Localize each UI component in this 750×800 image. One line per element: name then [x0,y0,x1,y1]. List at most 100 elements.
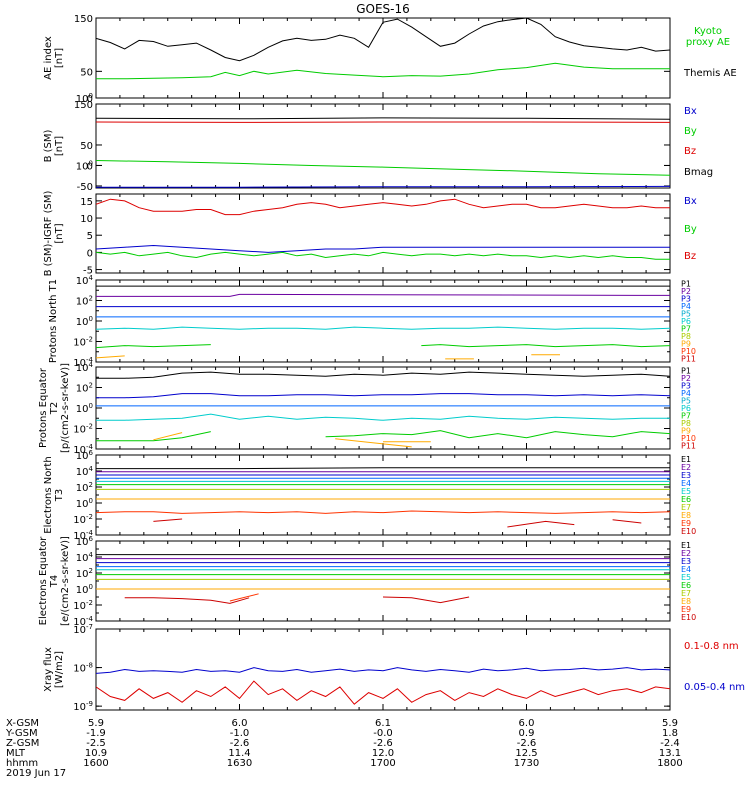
y-axis-label: Electrons EquatorT4[e/(cm2-s-sr-keV)] [38,536,71,626]
series-line-e10 [153,518,183,522]
panel-frame [95,540,671,622]
y-tick-label: 100 [76,497,93,510]
y-tick-label: 15 [80,197,93,208]
series-line-p7 [421,344,670,348]
legend-entry: Bmag [684,167,713,178]
legend-entry: P6 [681,404,691,413]
series-line-e9 [96,510,670,514]
panel-7: 10-4 10-2 100 102 104 106 Electrons EquatorT4[… [38,535,696,628]
panel-frame [95,17,671,99]
y-tick-label: 104 [76,274,94,287]
series-line-p7 [96,344,211,349]
legend-entry: 0.05-0.4 nm [684,682,745,693]
legend-entry: P1 [681,280,691,289]
y-tick-label: 10-2 [73,599,93,612]
y-tick-label: 104 [76,465,94,478]
series-line-themis-ae [96,18,670,62]
footer-row-label: Z-GSM [6,738,39,749]
footer-value: -2.6 [517,738,537,749]
footer-value: -1.0 [230,728,250,739]
legend-entry: 0.1-0.8 nm [684,641,739,652]
series-group [96,467,670,528]
y-tick-label: 150 [74,100,93,111]
series-line-by [96,251,670,260]
legend-entry: E6 [681,495,691,504]
footer-value: -2.5 [86,738,106,749]
legend-entry: P2 [681,287,691,296]
legend-entry: P10 [681,347,696,356]
legend-entry: P5 [681,310,691,319]
footer-axis-table: X-GSM 5.9 6.0 6.1 6.0 5.9 Y-GSM -1.9 -1.0 -0.0 0.9… [5,718,683,779]
series-line-p5 [96,413,670,421]
legend-entry: P7 [681,324,691,333]
legend-entry: E1 [681,541,691,550]
legend-entry: E10 [681,613,696,622]
y-tick-label: 5 [87,231,93,242]
footer-value: 12.5 [515,748,537,759]
legend-entry: P3 [681,295,691,304]
footer-value: 1600 [83,758,108,769]
legend-entry: P11 [681,441,696,450]
legend-entry: P9 [681,339,691,348]
y-tick-label: 10-2 [73,513,93,526]
footer-value: -2.4 [660,738,680,749]
legend-entry: P2 [681,374,691,383]
legend-entry: E2 [681,463,691,472]
legend-entry: E5 [681,487,691,496]
footer-row-label: hhmm [6,758,38,769]
y-tick-label: 10-4 [73,529,93,542]
footer-row-label: Y-GSM [5,728,38,739]
legend-entry: P9 [681,426,691,435]
legend-entry: P11 [681,354,696,363]
footer-value: 11.4 [228,748,250,759]
legend-entry: P1 [681,367,691,376]
legend-entry: E9 [681,605,691,614]
panel-frame [95,366,671,450]
legend-entry: E9 [681,519,691,528]
series-group [96,371,670,448]
footer-value: 12.0 [372,748,394,759]
legend-entry: P3 [681,382,691,391]
legend-entry: E3 [681,471,691,480]
y-tick-label: 10-4 [73,615,93,628]
legend-entry: Bz [684,146,696,157]
legend-entry: P7 [681,411,691,420]
series-line-p7 [96,431,211,442]
footer-value: -2.6 [373,738,393,749]
legend-entry: P8 [681,332,691,341]
legend-entry: E2 [681,549,691,558]
footer-value: 1730 [514,758,539,769]
series-group [96,198,670,260]
legend-entry: P8 [681,419,691,428]
legend: Bx By Bz Bmag [684,106,713,178]
y-tick-label: 10-9 [73,700,93,713]
panel-5: 10-4 10-2 100 102 104 Protons EquatorT2[p/(cm… [38,361,696,456]
series-line-e9 [124,597,250,604]
y-tick-label: 10-2 [73,336,93,349]
legend-entry: P5 [681,397,691,406]
legend-entry: E3 [681,557,691,566]
series-line-e9 [382,596,470,604]
footer-value: 5.9 [662,718,678,729]
legend-entry: E10 [681,527,696,536]
footer-value: -2.6 [230,738,250,749]
y-tick-label: -50 [77,182,93,193]
legend-entry: Bz [684,251,696,262]
legend-entry: Themis AE [683,68,737,79]
series-group [96,285,670,360]
y-tick-label: 10-8 [73,662,93,675]
series-line-p9 [153,432,183,441]
y-axis-label: Protons EquatorT2[p/(cm2-s-sr-keV)] [38,363,71,453]
y-tick-label: 10 [80,214,93,225]
series-group [96,117,670,188]
series-line-0-05-0-4-nm [96,667,670,674]
panel-frame [95,454,671,536]
y-tick-label: 50 [80,141,93,152]
footer-value: 1800 [657,758,682,769]
footer-value: 1.8 [662,728,678,739]
series-line-e10 [229,593,259,602]
